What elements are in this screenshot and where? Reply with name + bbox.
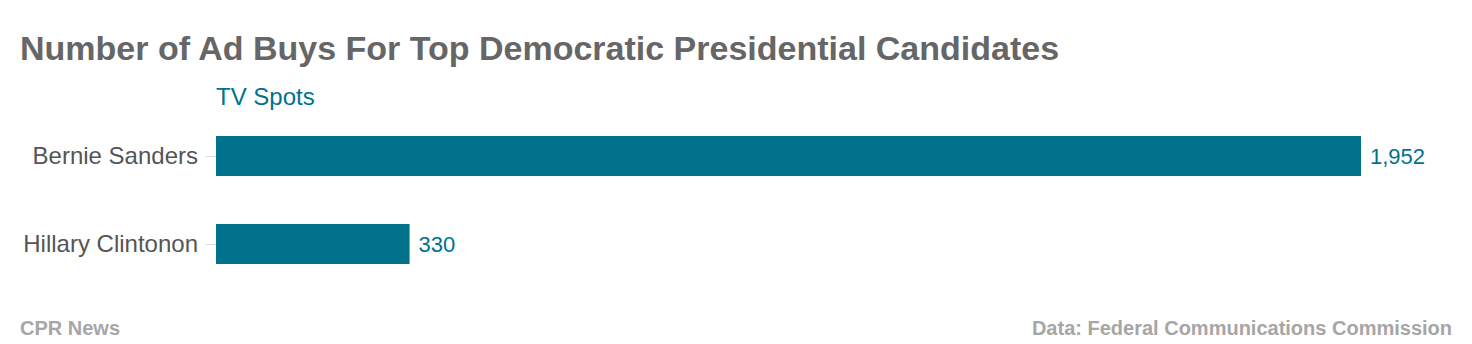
data-label: 1,952: [1370, 144, 1425, 169]
tick: Bernie Sanders: [33, 142, 216, 169]
tick-label: Bernie Sanders: [33, 142, 198, 169]
chart: Number of Ad Buys For Top Democratic Pre…: [0, 0, 1472, 344]
bar: [216, 224, 410, 264]
data-label: 330: [419, 232, 456, 257]
tick: Hillary Clintonon: [23, 230, 216, 257]
bar: [216, 136, 1361, 176]
tick-mark: [206, 244, 216, 245]
tick-mark: [206, 156, 216, 157]
bars: [216, 136, 1361, 264]
axis-line: [216, 157, 217, 245]
tick-label: Hillary Clintonon: [23, 230, 198, 257]
data-labels: 1,952 330: [419, 144, 1425, 257]
credit: CPR News: [20, 317, 120, 339]
title: Number of Ad Buys For Top Democratic Pre…: [20, 29, 1059, 67]
subtitle: TV Spots: [216, 83, 315, 110]
y-axis: Bernie Sanders Hillary Clintonon: [23, 142, 216, 257]
source: Data: Federal Communications Commission: [1032, 317, 1452, 339]
